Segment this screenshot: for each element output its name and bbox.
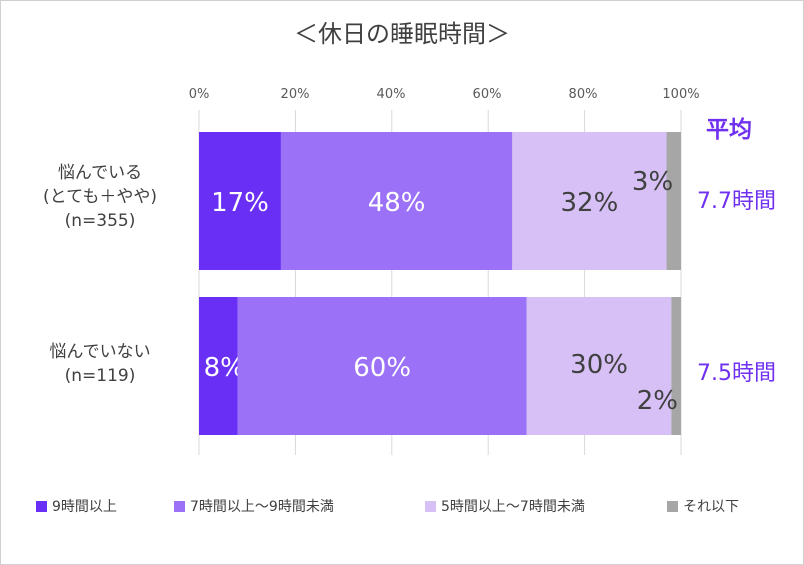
x-tick-label: 20% [280,87,310,102]
category-label-line: (n=355) [64,211,136,231]
legend-swatch [36,500,47,512]
legend-swatch [174,500,185,512]
data-label: 3% [632,167,673,197]
legend-label: それ以下 [683,499,739,515]
bar-segment [526,297,672,435]
category-label-line: 悩んでいない [49,342,151,362]
bar-segment [280,132,513,270]
category-label-troubled: 悩んでいる (とても＋やや) (n=355) [20,161,180,233]
x-tick-label: 60% [472,87,502,102]
category-label-not-troubled: 悩んでいない (n=119) [20,340,180,388]
data-label: 48% [368,188,426,218]
chart-title: ＜休日の睡眠時間＞ [294,20,510,48]
legend-item: 7時間以上～9時間未満 [174,496,334,516]
data-label: 17% [211,188,269,218]
data-label: 32% [561,188,619,218]
bar-segment [199,297,238,435]
data-label: 30% [570,350,628,380]
x-tick-label: 100% [662,87,700,102]
x-tick-label: 0% [188,87,210,102]
legend-item: 5時間以上～7時間未満 [425,496,585,516]
data-label: 2% [637,386,678,416]
x-tick-label: 40% [376,87,406,102]
category-label-line: (n=119) [64,366,136,386]
legend-swatch [667,500,678,512]
bar-segment [512,132,667,270]
legend-item: 9時間以上 [36,496,117,516]
x-tick-label: 80% [568,87,598,102]
average-value-troubled: 7.7時間 [697,189,776,214]
bar-segment [671,297,681,435]
category-label-line: 悩んでいる [57,163,143,183]
bar-segment [666,132,681,270]
bar-segment [237,297,527,435]
category-label-line: (とても＋やや) [43,187,157,207]
legend-label: 9時間以上 [52,499,117,515]
average-value-not-troubled: 7.5時間 [697,361,776,386]
legend-label: 7時間以上～9時間未満 [190,499,334,515]
bar-segment [199,132,281,270]
legend-item: それ以下 [667,496,739,516]
legend-swatch [425,500,436,512]
average-header: 平均 [706,117,752,143]
legend-label: 5時間以上～7時間未満 [441,499,585,515]
data-label: 60% [353,353,411,383]
